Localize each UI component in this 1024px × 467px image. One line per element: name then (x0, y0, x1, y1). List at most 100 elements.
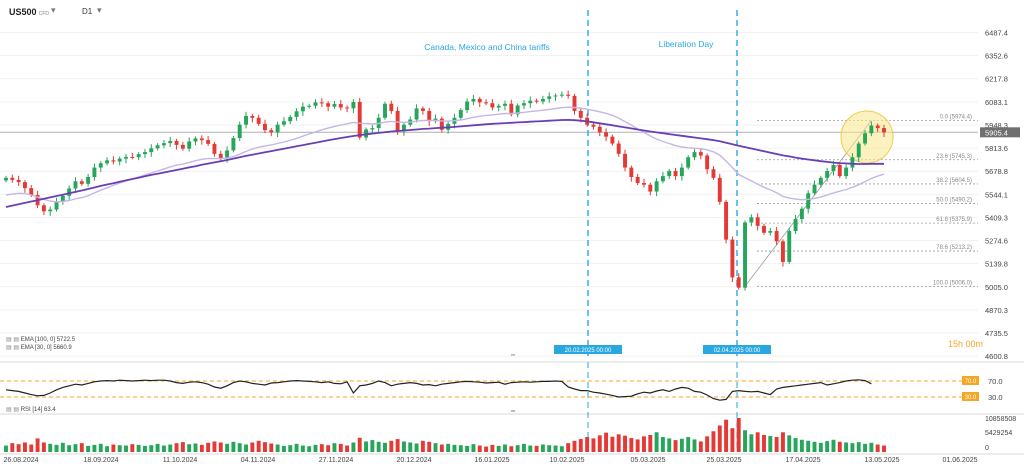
rsi-settings-icon[interactable]: ▤ ▤ (6, 407, 20, 413)
candle (237, 124, 242, 139)
symbol-name: US500 (9, 7, 37, 17)
candle (787, 231, 792, 262)
volume-bar (597, 435, 602, 452)
x-axis-label: 16.01.2025 (474, 457, 509, 464)
volume-bar (755, 432, 760, 452)
rsi-line (5, 379, 872, 401)
volume-bar (92, 444, 97, 452)
candle (86, 176, 91, 184)
price-axis-label: 5409.3 (985, 213, 1008, 222)
volume-bar (724, 419, 729, 452)
volume-bar (105, 446, 110, 452)
candle (831, 164, 836, 171)
ema100-settings-icon[interactable]: ▤ ▤ (6, 337, 20, 343)
volume-bar (711, 431, 716, 452)
price-axis-label: 6217.8 (985, 75, 1008, 84)
volume-bar (225, 443, 230, 452)
x-axis-label: 13.05.2025 (864, 457, 899, 464)
volume-bar (642, 436, 646, 452)
candle (825, 170, 830, 178)
price-axis-label: 5274.6 (985, 237, 1008, 246)
fib-level-label: 0.0 (5974.4) (940, 114, 972, 120)
volume-bar (585, 437, 590, 452)
candle (98, 163, 103, 168)
candle (124, 156, 128, 159)
volume-bar (389, 440, 394, 452)
candle (490, 103, 495, 108)
volume-bar (370, 440, 375, 452)
volume-bar (16, 444, 21, 452)
x-axis-label: 11.10.2024 (163, 457, 198, 464)
candle (225, 150, 230, 159)
volume-bar (111, 444, 116, 452)
volume-bar (471, 444, 476, 452)
candle (281, 121, 286, 125)
symbol-dropdown-icon[interactable]: ▾ (51, 5, 56, 15)
volume-bar (780, 432, 785, 452)
candle (67, 188, 72, 196)
ema30-settings-icon[interactable]: ▤ ▤ (6, 345, 20, 351)
volume-bar (143, 445, 147, 452)
candle (458, 110, 463, 118)
volume-bar (420, 440, 425, 452)
candle (686, 157, 691, 168)
volume-bar (875, 444, 880, 452)
volume-bar (22, 442, 27, 452)
current-price-tag (980, 127, 1020, 138)
candle (698, 152, 703, 156)
ema30-legend[interactable]: ▤ ▤ EMA [30, 0] 5660.9 (6, 344, 72, 351)
volume-bar (698, 441, 703, 452)
candle (616, 143, 621, 154)
timeframe-selector[interactable]: D1 (82, 7, 93, 16)
volume-bar (212, 441, 217, 452)
volume-bar (79, 443, 84, 452)
volume-bar (534, 445, 539, 452)
x-axis-label: 20.12.2024 (396, 457, 431, 464)
volume-bar (490, 444, 495, 452)
candle (812, 184, 817, 194)
ema100-legend[interactable]: ▤ ▤ EMA [100, 0] 5722.5 (6, 336, 75, 343)
volume-bar (547, 445, 552, 452)
candle (22, 182, 27, 189)
candle (4, 177, 8, 181)
volume-bar (660, 437, 665, 452)
price-axis-label: 4735.5 (985, 329, 1008, 338)
fib-level-label: 61.8 (5375.9) (936, 217, 972, 223)
rsi-axis-label: 70.0 (988, 377, 1003, 386)
candle (768, 231, 773, 233)
volume-bar (351, 442, 356, 452)
ema30-line (5, 106, 885, 203)
volume-bar (812, 441, 817, 452)
rsi-legend[interactable]: ▤ ▤ RSI [14] 63.4 (6, 406, 56, 413)
candle (515, 105, 520, 115)
candle (439, 118, 444, 130)
x-axis-label: 05.03.2025 (630, 457, 665, 464)
timeframe-dropdown-icon[interactable]: ▾ (97, 5, 102, 15)
candle (319, 102, 324, 104)
volume-bar (67, 445, 72, 452)
candle (401, 124, 406, 132)
rsi-level-value: 30.0 (965, 395, 977, 401)
candle (774, 231, 779, 242)
symbol-label[interactable]: US500 CFD (9, 7, 49, 17)
volume-bar (837, 441, 842, 452)
volume-bar (540, 444, 545, 452)
candle (332, 104, 337, 107)
volume-bar (168, 444, 173, 452)
volume-bar (452, 444, 457, 452)
candle (610, 136, 615, 144)
candle (199, 138, 204, 141)
price-axis-label: 4600.8 (985, 352, 1008, 361)
volume-bar (623, 435, 627, 452)
candle (427, 110, 432, 122)
volume-bar (774, 437, 779, 452)
candle (540, 98, 545, 102)
volume-bar (307, 446, 312, 452)
volume-bar (806, 440, 811, 452)
volume-bar (736, 418, 741, 452)
volume-bar (294, 443, 299, 452)
volume-bar (35, 438, 40, 452)
rsi-level-tag (962, 392, 979, 401)
candle (642, 182, 646, 185)
